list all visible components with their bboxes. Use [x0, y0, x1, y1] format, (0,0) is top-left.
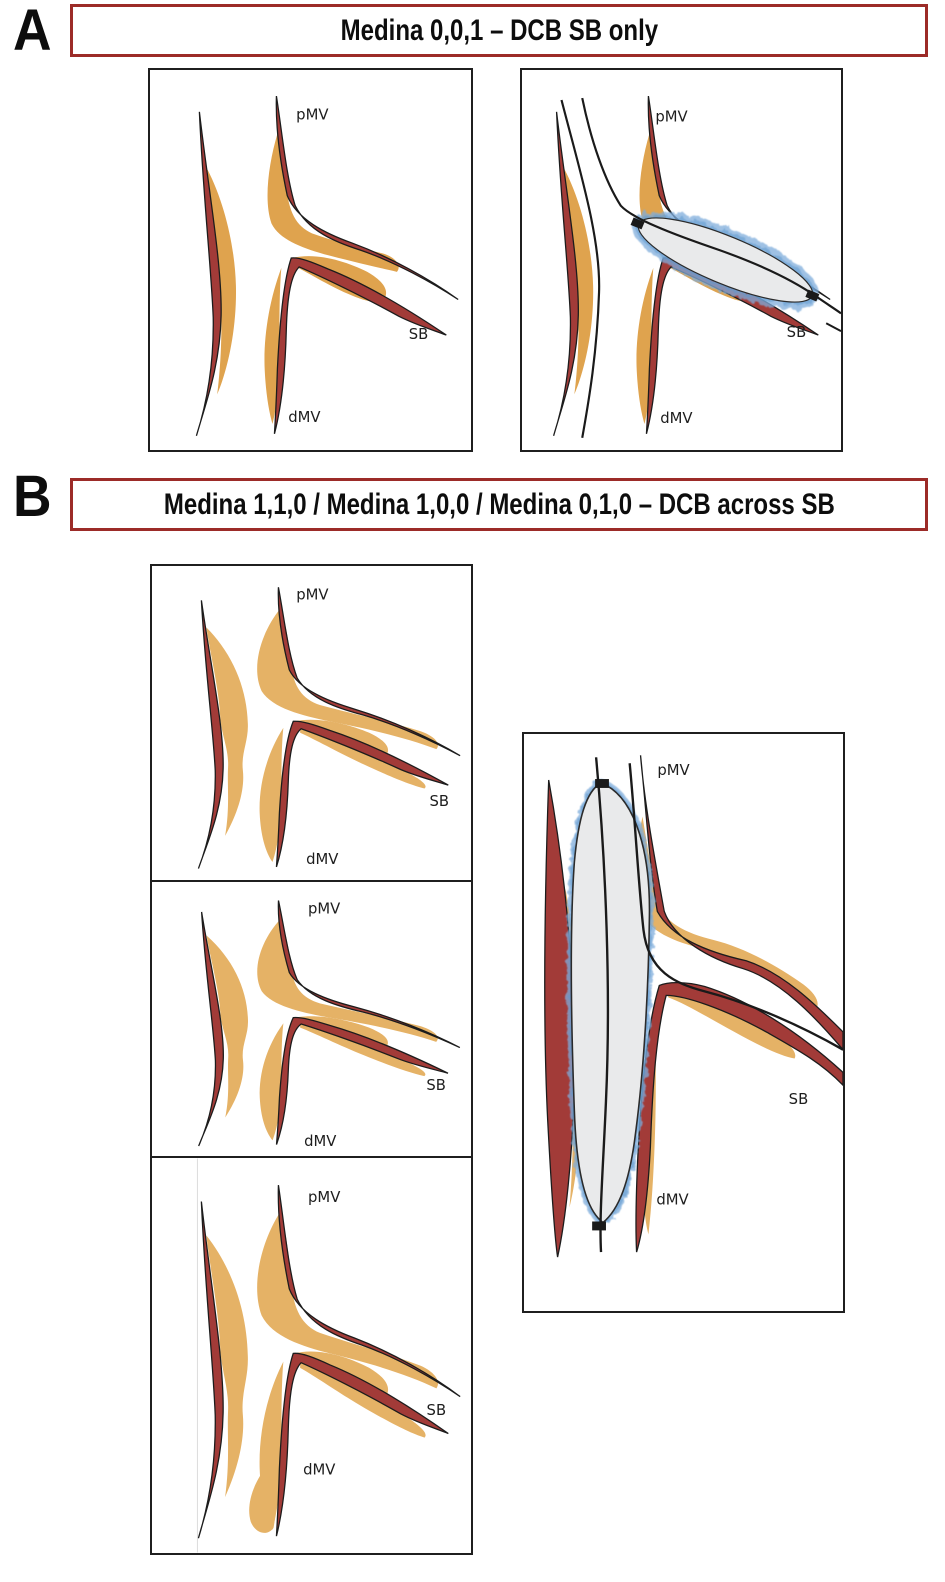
- panel-b-dcb-across-sb-illustration: pMV SB dMV: [522, 732, 845, 1313]
- sb-label: SB: [426, 1077, 446, 1094]
- left-wall-plaque: [206, 935, 249, 1118]
- carina-dmv-wall: [275, 1352, 449, 1537]
- dmv-label: dMV: [304, 1133, 336, 1150]
- section-a-letter: A: [13, 0, 52, 63]
- pmv-label: pMV: [296, 587, 328, 604]
- left-vessel-wall: [195, 111, 222, 437]
- dmv-label: dMV: [660, 410, 692, 427]
- carina-dmv-wall: [635, 981, 843, 1253]
- pmv-label: pMV: [308, 1189, 340, 1206]
- pmv-sb-wall: [639, 755, 843, 1051]
- dmv-bottom-plaque: [249, 1464, 276, 1533]
- sb-distal-line: [825, 322, 841, 332]
- balloon-marker-proximal: [595, 779, 609, 788]
- carina-dmv-wall: [275, 720, 449, 868]
- balloon-marker-distal: [805, 289, 820, 302]
- pmv-sb-plaque: [257, 608, 438, 750]
- dcbMV-drawing: pMV SB dMV: [544, 755, 843, 1258]
- section-a-title: Medina 0,0,1 – DCB SB only: [340, 13, 658, 47]
- dmv-label: dMV: [303, 1462, 335, 1479]
- sb-lower-plaque: [668, 991, 796, 1059]
- balloon-marker-proximal: [630, 217, 645, 230]
- pmv-sb-plaque: [267, 133, 399, 272]
- sb-label: SB: [787, 324, 807, 341]
- pmv-label: pMV: [657, 762, 689, 779]
- pmv-sb-wall: [277, 900, 461, 1049]
- section-b-title: Medina 1,1,0 / Medina 1,0,0 / Medina 0,1…: [163, 487, 835, 521]
- dcbSB-drawing: pMV SB dMV: [552, 95, 841, 438]
- carina-dmv-wall: [273, 257, 447, 434]
- left-vessel-wall: [197, 1201, 224, 1539]
- dmv-label: dMV: [288, 409, 320, 426]
- pmv-sb-plaque: [257, 919, 438, 1042]
- dmv-plaque: [259, 1023, 284, 1141]
- left-vessel-wall: [552, 111, 579, 436]
- pmv-sb-wall: [277, 1185, 461, 1398]
- sb-lower-plaque: [300, 729, 426, 789]
- left-vessel-wall: [198, 911, 224, 1147]
- sb-label: SB: [409, 326, 429, 343]
- panel-a-dcb-sb-illustration: pMV SB dMV: [520, 68, 843, 452]
- left-vessel-wall: [197, 600, 224, 869]
- mv-lumen-line: [560, 99, 601, 438]
- left-wall-plaque: [206, 1235, 248, 1498]
- panel-b-lesion-010-illustration: pMV SB dMV: [150, 1156, 473, 1555]
- left-wall-plaque: [206, 627, 248, 836]
- pmv-sb-wall: [647, 95, 831, 301]
- panel-b-lesion-110-illustration: pMV SB dMV: [150, 564, 473, 882]
- sb-lower-plaque: [300, 1363, 426, 1438]
- sb-label: SB: [429, 793, 449, 810]
- pmv-label: pMV: [308, 901, 340, 918]
- lesionB2-drawing: pMV SB dMV: [198, 900, 461, 1150]
- lesionB3-drawing: pMV SB dMV: [196, 1158, 461, 1553]
- lesionB1-drawing: pMV SB dMV: [197, 587, 461, 869]
- pmv-sb-plaque: [257, 1211, 439, 1389]
- pmv-label: pMV: [655, 109, 687, 126]
- dmv-plaque: [259, 727, 284, 863]
- sb-label: SB: [789, 1091, 809, 1108]
- section-b-letter: B: [13, 464, 52, 529]
- section-b-title-box: Medina 1,1,0 / Medina 1,0,0 / Medina 0,1…: [70, 478, 928, 531]
- dmv-label: dMV: [656, 1192, 688, 1209]
- pmv-sb-wall: [275, 95, 459, 301]
- carina-dmv-wall: [275, 1016, 449, 1145]
- balloon-marker-distal: [592, 1221, 606, 1231]
- mv-guidewire: [594, 757, 610, 1253]
- panel-b-lesion-100-illustration: pMV SB dMV: [150, 880, 473, 1158]
- pmv-label: pMV: [296, 107, 328, 124]
- lesionA-drawing: pMV SB dMV: [195, 95, 459, 437]
- dmv-label: dMV: [306, 851, 338, 868]
- pmv-sb-wall: [277, 587, 461, 757]
- sb-label: SB: [427, 1402, 447, 1419]
- sb-lower-plaque: [300, 1024, 426, 1077]
- dcb-balloon-mv: [566, 778, 654, 1229]
- section-a-title-box: Medina 0,0,1 – DCB SB only: [70, 4, 928, 57]
- panel-a-lesion-illustration: pMV SB dMV: [148, 68, 473, 452]
- sb-guidewire: [581, 97, 841, 315]
- sb-wire-line: [628, 763, 843, 1051]
